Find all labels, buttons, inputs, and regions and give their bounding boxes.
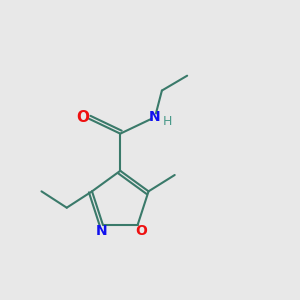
Text: O: O (76, 110, 89, 125)
Text: O: O (135, 224, 147, 238)
Text: N: N (149, 110, 161, 124)
Text: N: N (95, 224, 107, 238)
Text: H: H (162, 115, 172, 128)
